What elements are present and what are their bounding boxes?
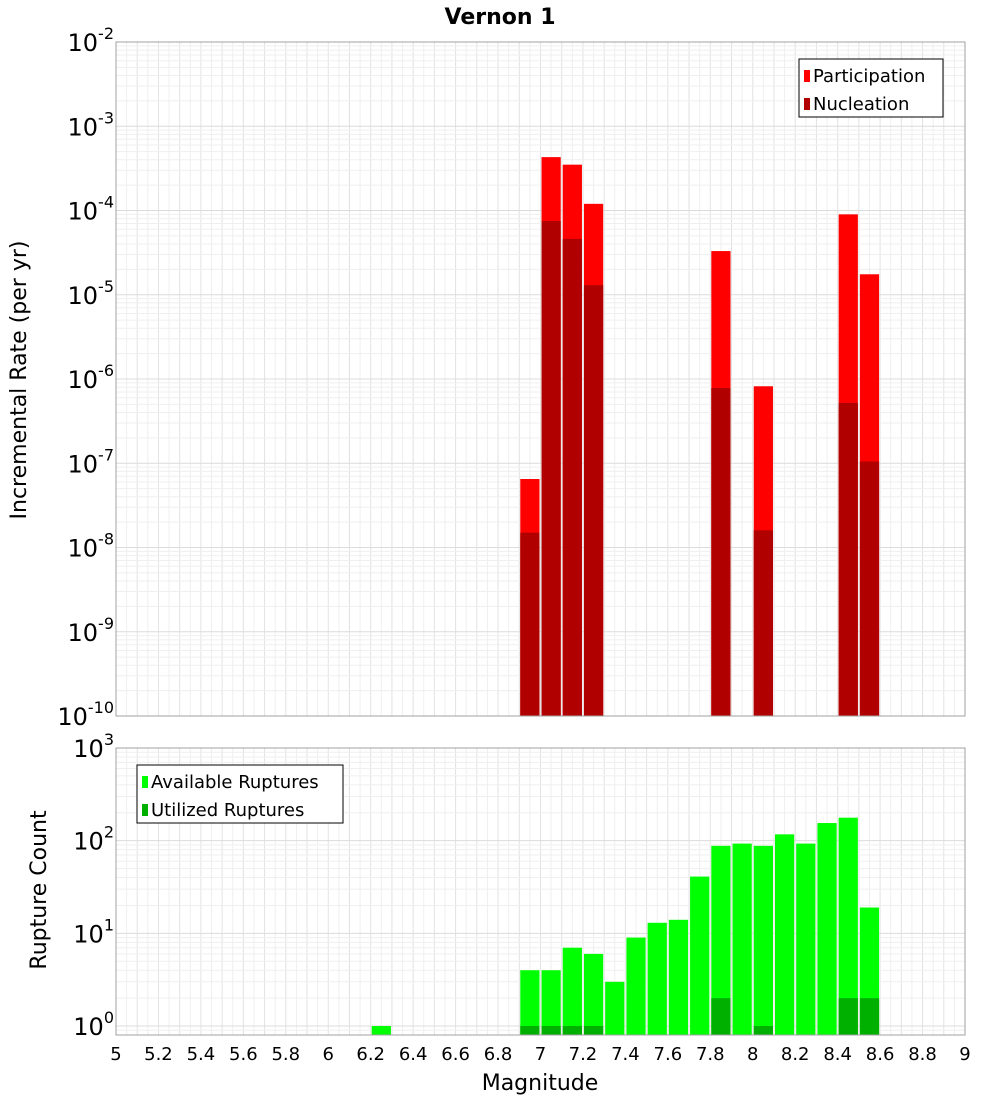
top-bar <box>753 530 773 716</box>
bottom-bar <box>647 922 667 1035</box>
top-y-tick-label: 10-10 <box>57 698 114 731</box>
bottom-bar <box>690 876 710 1035</box>
top-bar <box>520 532 540 716</box>
bottom-bar <box>774 834 795 1035</box>
x-axis-label: Magnitude <box>482 1071 599 1096</box>
bottom-legend-box <box>136 764 344 824</box>
bottom-bar <box>371 1026 391 1035</box>
top-plot-border <box>115 41 966 717</box>
bottom-legend-label: Utilized Ruptures <box>151 800 304 821</box>
x-tick-label: 9 <box>959 1044 970 1065</box>
top-legend-swatch <box>804 70 810 82</box>
bottom-bar <box>520 970 540 1035</box>
x-tick-label: 5.8 <box>271 1044 300 1065</box>
x-tick-label: 8.6 <box>866 1044 895 1065</box>
bottom-bar <box>583 953 604 1035</box>
top-y-tick-label: 10-8 <box>68 530 115 563</box>
bottom-y-ticks: 100 101 102 103 <box>73 730 114 1041</box>
bottom-bar <box>541 970 561 1035</box>
top-bar <box>859 461 880 716</box>
top-bar <box>838 402 858 716</box>
bottom-legend-swatch <box>142 804 148 816</box>
bottom-bar <box>859 998 880 1035</box>
top-legend: Participation Nucleation <box>798 58 944 118</box>
bottom-legend-label: Available Ruptures <box>151 772 319 793</box>
top-y-axis-label: Incremental Rate (per yr) <box>7 241 32 520</box>
top-legend-box <box>798 58 944 118</box>
bottom-y-tick-label: 103 <box>73 730 114 763</box>
x-tick-label: 7 <box>535 1044 546 1065</box>
bottom-bar <box>838 998 858 1035</box>
bottom-legend: Available Ruptures Utilized Ruptures <box>136 764 344 824</box>
x-tick-label: 6.8 <box>484 1044 513 1065</box>
x-tick-label: 6.2 <box>356 1044 385 1065</box>
top-bar <box>711 388 731 716</box>
x-tick-label: 7.6 <box>654 1044 683 1065</box>
x-tick-label: 6.6 <box>441 1044 470 1065</box>
x-tick-label: 6 <box>323 1044 334 1065</box>
top-bar <box>541 221 561 716</box>
top-bar <box>583 285 604 716</box>
x-tick-label: 5.2 <box>144 1044 173 1065</box>
bottom-plot-area: 100 101 102 103 5 5.2 5.4 5.6 5.8 6 6.2 6.4 6.6 6.8 7 7… <box>73 730 970 1065</box>
bottom-bar <box>711 845 731 1035</box>
top-y-tick-label: 10-3 <box>68 108 115 141</box>
bottom-bar <box>583 1026 604 1035</box>
bottom-bar <box>541 1026 561 1035</box>
top-legend-label: Nucleation <box>813 94 909 115</box>
bottom-bar <box>605 981 625 1035</box>
x-ticks: 5 5.2 5.4 5.6 5.8 6 6.2 6.4 6.6 6.8 7 7.2 7.4 7.6 7.8 8… <box>110 1044 970 1065</box>
x-tick-label: 5.4 <box>187 1044 216 1065</box>
x-tick-label: 8.8 <box>908 1044 937 1065</box>
top-y-tick-label: 10-9 <box>68 614 115 647</box>
bottom-series-1 <box>520 998 880 1035</box>
bottom-legend-swatch <box>142 776 148 788</box>
bottom-bar <box>668 919 689 1035</box>
bottom-bar <box>562 1026 582 1035</box>
top-y-tick-label: 10-6 <box>68 361 115 394</box>
top-bar <box>562 238 582 716</box>
bottom-bar <box>732 843 752 1035</box>
bottom-y-tick-label: 100 <box>73 1008 114 1041</box>
bottom-bar <box>753 1026 773 1035</box>
x-tick-label: 7.8 <box>696 1044 725 1065</box>
bottom-bar <box>753 845 773 1035</box>
top-grid <box>115 42 966 717</box>
bottom-bar <box>796 843 816 1035</box>
bottom-series-0 <box>371 817 880 1035</box>
bottom-y-axis-label: Rupture Count <box>27 810 52 970</box>
x-tick-label: 8.4 <box>823 1044 852 1065</box>
bottom-bar <box>711 998 731 1035</box>
x-tick-label: 8.2 <box>781 1044 810 1065</box>
bottom-y-tick-label: 101 <box>73 915 114 948</box>
bottom-plot-border <box>115 747 966 1036</box>
x-tick-label: 7.4 <box>611 1044 640 1065</box>
top-plot-area: 10-10 10-9 10-8 10-7 10-6 10-5 10-4 10-3 10-2 Par… <box>57 24 966 731</box>
x-tick-label: 5 <box>110 1044 121 1065</box>
bottom-bar <box>626 937 646 1035</box>
top-y-tick-label: 10-4 <box>68 193 115 226</box>
top-y-ticks: 10-10 10-9 10-8 10-7 10-6 10-5 10-4 10-3 10-2 <box>57 24 114 731</box>
top-y-tick-label: 10-2 <box>68 24 115 57</box>
x-tick-label: 7.2 <box>569 1044 598 1065</box>
bottom-y-tick-label: 102 <box>73 823 114 856</box>
x-tick-label: 5.6 <box>229 1044 258 1065</box>
top-y-tick-label: 10-5 <box>68 277 115 310</box>
x-tick-label: 8 <box>747 1044 758 1065</box>
top-legend-label: Participation <box>813 66 925 87</box>
bottom-bar <box>838 817 858 1035</box>
bottom-bar <box>520 1026 540 1035</box>
top-y-tick-label: 10-7 <box>68 445 115 478</box>
chart-title: Vernon 1 <box>445 5 556 30</box>
top-legend-swatch <box>804 98 810 110</box>
bottom-bar <box>817 823 837 1035</box>
bottom-bar <box>562 947 582 1035</box>
x-tick-label: 6.4 <box>399 1044 428 1065</box>
top-series-1 <box>520 221 880 716</box>
